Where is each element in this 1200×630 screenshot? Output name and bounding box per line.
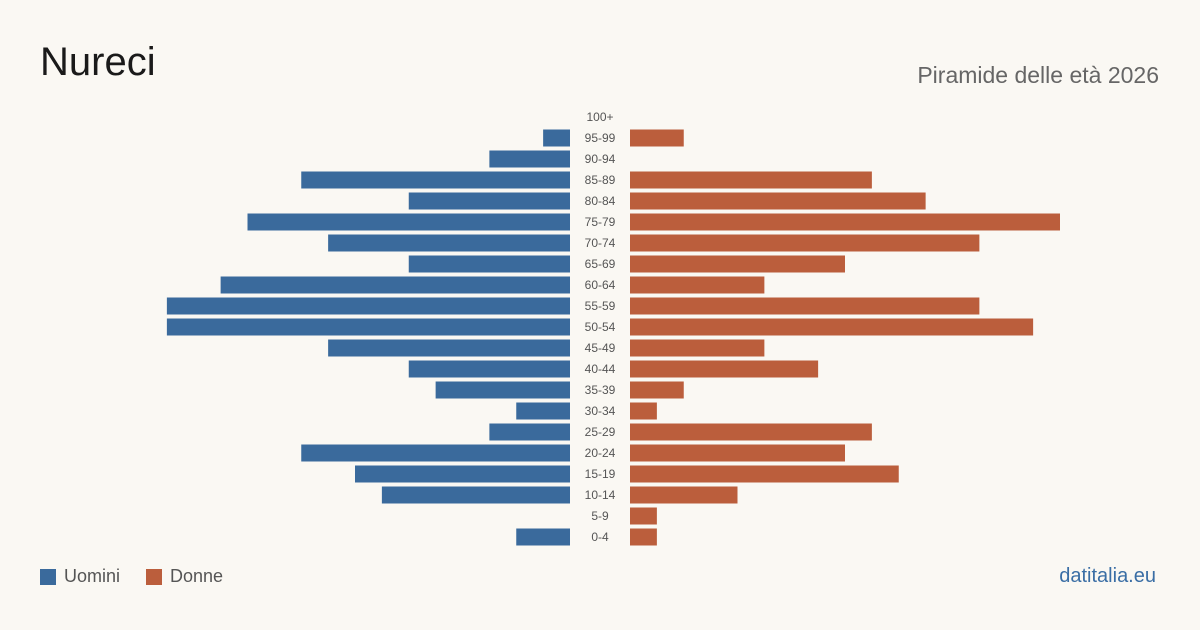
age-label-20-24: 20-24 — [585, 446, 616, 460]
bar-male-65-69 — [408, 255, 570, 273]
bar-female-5-9 — [630, 507, 657, 525]
bar-female-55-59 — [630, 297, 980, 315]
bar-female-25-29 — [630, 423, 872, 441]
bar-male-40-44 — [408, 360, 570, 378]
chart-legend: Uomini Donne — [40, 566, 249, 587]
bar-female-0-4 — [630, 528, 657, 546]
bar-male-50-54 — [166, 318, 570, 336]
bar-female-40-44 — [630, 360, 819, 378]
bar-female-95-99 — [630, 129, 684, 147]
bar-female-80-84 — [630, 192, 926, 210]
age-label-5-9: 5-9 — [591, 509, 609, 523]
age-label-75-79: 75-79 — [585, 215, 616, 229]
bar-male-85-89 — [301, 171, 570, 189]
bar-male-20-24 — [301, 444, 570, 462]
bar-female-75-79 — [630, 213, 1060, 231]
bar-female-15-19 — [630, 465, 899, 483]
age-label-90-94: 90-94 — [585, 152, 616, 166]
bar-female-65-69 — [630, 255, 845, 273]
age-label-70-74: 70-74 — [585, 236, 616, 250]
bar-female-45-49 — [630, 339, 765, 357]
bar-female-10-14 — [630, 486, 738, 504]
bar-male-15-19 — [355, 465, 570, 483]
bar-female-85-89 — [630, 171, 872, 189]
age-label-65-69: 65-69 — [585, 257, 616, 271]
bar-female-20-24 — [630, 444, 845, 462]
bar-male-45-49 — [328, 339, 570, 357]
age-label-0-4: 0-4 — [591, 530, 609, 544]
bar-male-80-84 — [408, 192, 570, 210]
bar-female-35-39 — [630, 381, 684, 399]
age-label-50-54: 50-54 — [585, 320, 616, 334]
bar-male-60-64 — [220, 276, 570, 294]
legend-label-female: Donne — [170, 566, 224, 586]
bar-male-55-59 — [166, 297, 570, 315]
bar-male-95-99 — [543, 129, 570, 147]
age-label-55-59: 55-59 — [585, 299, 616, 313]
legend-swatch-female — [146, 568, 163, 585]
age-label-80-84: 80-84 — [585, 194, 616, 208]
bar-female-50-54 — [630, 318, 1034, 336]
bar-male-75-79 — [247, 213, 570, 231]
age-label-60-64: 60-64 — [585, 278, 616, 292]
bar-male-70-74 — [328, 234, 570, 252]
bar-female-70-74 — [630, 234, 980, 252]
page-title: Nureci — [40, 40, 156, 84]
bar-male-90-94 — [489, 150, 570, 168]
age-label-45-49: 45-49 — [585, 341, 616, 355]
bar-male-10-14 — [381, 486, 570, 504]
bar-male-35-39 — [435, 381, 570, 399]
age-label-85-89: 85-89 — [585, 173, 616, 187]
age-label-95-99: 95-99 — [585, 131, 616, 145]
brand-link[interactable]: datitalia.eu — [1059, 565, 1156, 587]
age-label-25-29: 25-29 — [585, 425, 616, 439]
age-label-100+: 100+ — [586, 110, 613, 124]
age-label-15-19: 15-19 — [585, 467, 616, 481]
bar-male-30-34 — [516, 402, 570, 420]
chart-subtitle: Piramide delle età 2026 — [917, 62, 1159, 88]
age-label-30-34: 30-34 — [585, 404, 616, 418]
legend-item-female: Donne — [146, 566, 223, 587]
legend-item-male: Uomini — [40, 566, 120, 587]
bar-female-60-64 — [630, 276, 765, 294]
bar-female-30-34 — [630, 402, 657, 420]
legend-swatch-male — [40, 568, 56, 585]
bar-male-25-29 — [489, 423, 570, 441]
age-label-10-14: 10-14 — [585, 488, 616, 502]
bar-male-0-4 — [516, 528, 570, 546]
age-label-40-44: 40-44 — [585, 362, 616, 376]
legend-label-male: Uomini — [64, 566, 121, 586]
age-label-35-39: 35-39 — [585, 383, 616, 397]
